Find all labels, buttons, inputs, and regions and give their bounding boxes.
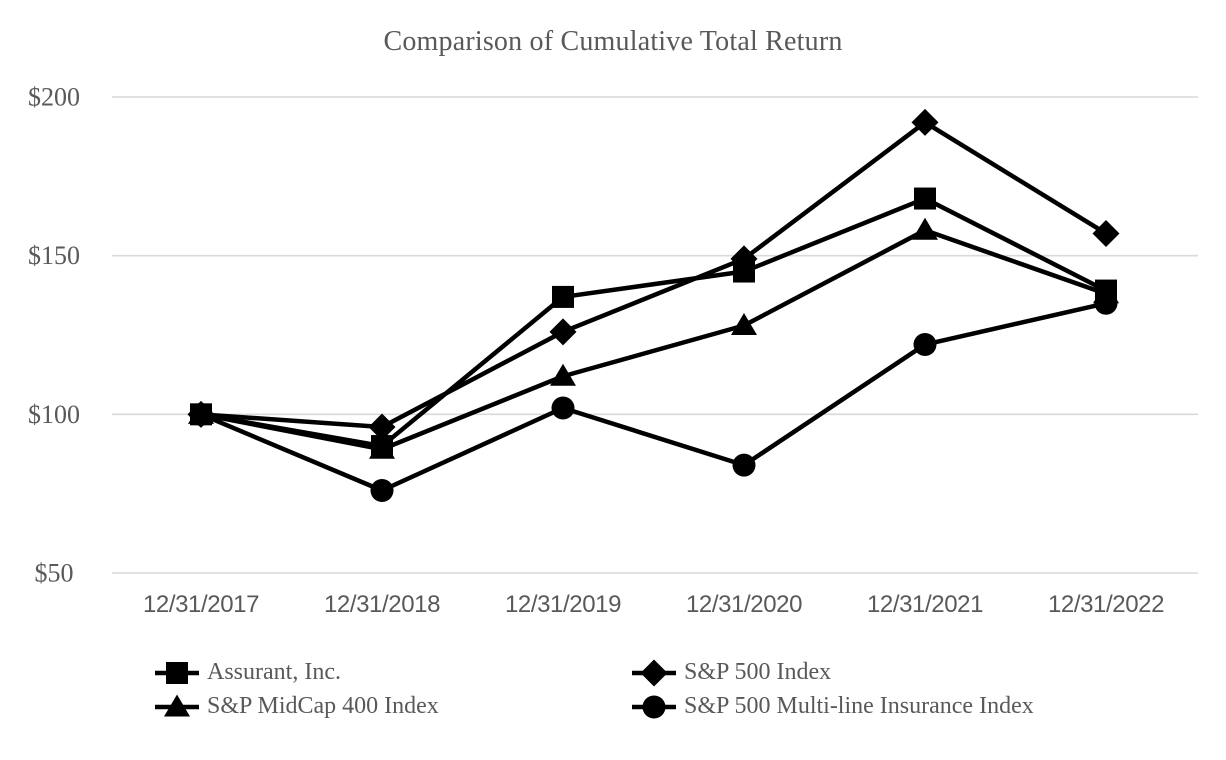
data-point-diamond-s-p-500-index — [911, 108, 939, 136]
y-axis-tick-label: $200 — [28, 83, 80, 112]
data-point-triangle-s-p-midcap-400-index — [912, 217, 938, 240]
triangle-marker-icon — [155, 694, 199, 716]
legend-label: Assurant, Inc. — [207, 659, 341, 685]
legend-label: S&P MidCap 400 Index — [207, 693, 439, 719]
x-axis-tick-label: 12/31/2019 — [505, 591, 621, 618]
data-point-diamond-s-p-500-index — [368, 413, 396, 441]
x-axis-tick-label: 12/31/2020 — [686, 591, 802, 618]
legend-item-s-p-500-multi-line-insurance-index: S&P 500 Multi-line Insurance Index — [632, 690, 1034, 723]
series-line-s-p-midcap-400-index — [198, 228, 1109, 452]
legend-label: S&P 500 Index — [684, 659, 832, 685]
data-point-square-assurant-inc — [1095, 279, 1117, 302]
data-point-diamond-s-p-500-index — [549, 318, 577, 346]
data-point-triangle-s-p-midcap-400-index — [731, 312, 757, 335]
data-point-diamond-s-p-500-index — [1092, 219, 1120, 247]
legend-label: S&P 500 Multi-line Insurance Index — [684, 693, 1034, 719]
x-axis-tick-label: 12/31/2022 — [1048, 591, 1164, 618]
data-point-triangle-s-p-midcap-400-index — [550, 363, 576, 386]
data-point-circle-s-p-500-multi-line-insurance-index — [913, 333, 937, 357]
data-point-circle-s-p-500-multi-line-insurance-index — [732, 453, 756, 477]
x-axis-tick-label: 12/31/2018 — [324, 591, 440, 618]
legend: Assurant, Inc. S&P 500 Index S&P MidCap 40… — [155, 656, 1034, 723]
y-axis-tick-label: $100 — [28, 400, 80, 429]
series-line-s-p-500-multi-line-insurance-index — [198, 301, 1109, 493]
data-point-square-assurant-inc — [733, 260, 755, 283]
data-point-square-assurant-inc — [371, 435, 393, 458]
legend-square-marker — [166, 661, 188, 684]
y-axis-tick-label: $150 — [28, 241, 80, 270]
chart-title: Comparison of Cumulative Total Return — [383, 26, 843, 57]
data-point-square-assurant-inc — [190, 403, 212, 426]
legend-item-assurant-inc: Assurant, Inc. — [155, 656, 632, 689]
x-axis-tick-label: 12/31/2021 — [867, 591, 983, 618]
legend-item-s-p-500-index: S&P 500 Index — [632, 656, 1034, 689]
legend-item-s-p-midcap-400-index: S&P MidCap 400 Index — [155, 690, 632, 723]
y-axis-tick-label: $50 — [35, 559, 74, 588]
data-point-square-assurant-inc — [552, 285, 574, 308]
circle-marker-icon — [632, 695, 676, 718]
legend-circle-marker — [642, 695, 666, 718]
square-marker-icon — [155, 661, 199, 684]
legend-diamond-marker — [640, 659, 668, 686]
series-line-s-p-500-index — [198, 120, 1109, 430]
diamond-marker-icon — [632, 659, 676, 686]
data-point-square-assurant-inc — [914, 187, 936, 210]
series-line-assurant-inc — [198, 196, 1109, 449]
data-point-circle-s-p-500-multi-line-insurance-index — [370, 478, 394, 502]
data-point-circle-s-p-500-multi-line-insurance-index — [551, 396, 575, 420]
x-axis-tick-label: 12/31/2017 — [143, 591, 259, 618]
legend-triangle-marker — [164, 694, 190, 716]
